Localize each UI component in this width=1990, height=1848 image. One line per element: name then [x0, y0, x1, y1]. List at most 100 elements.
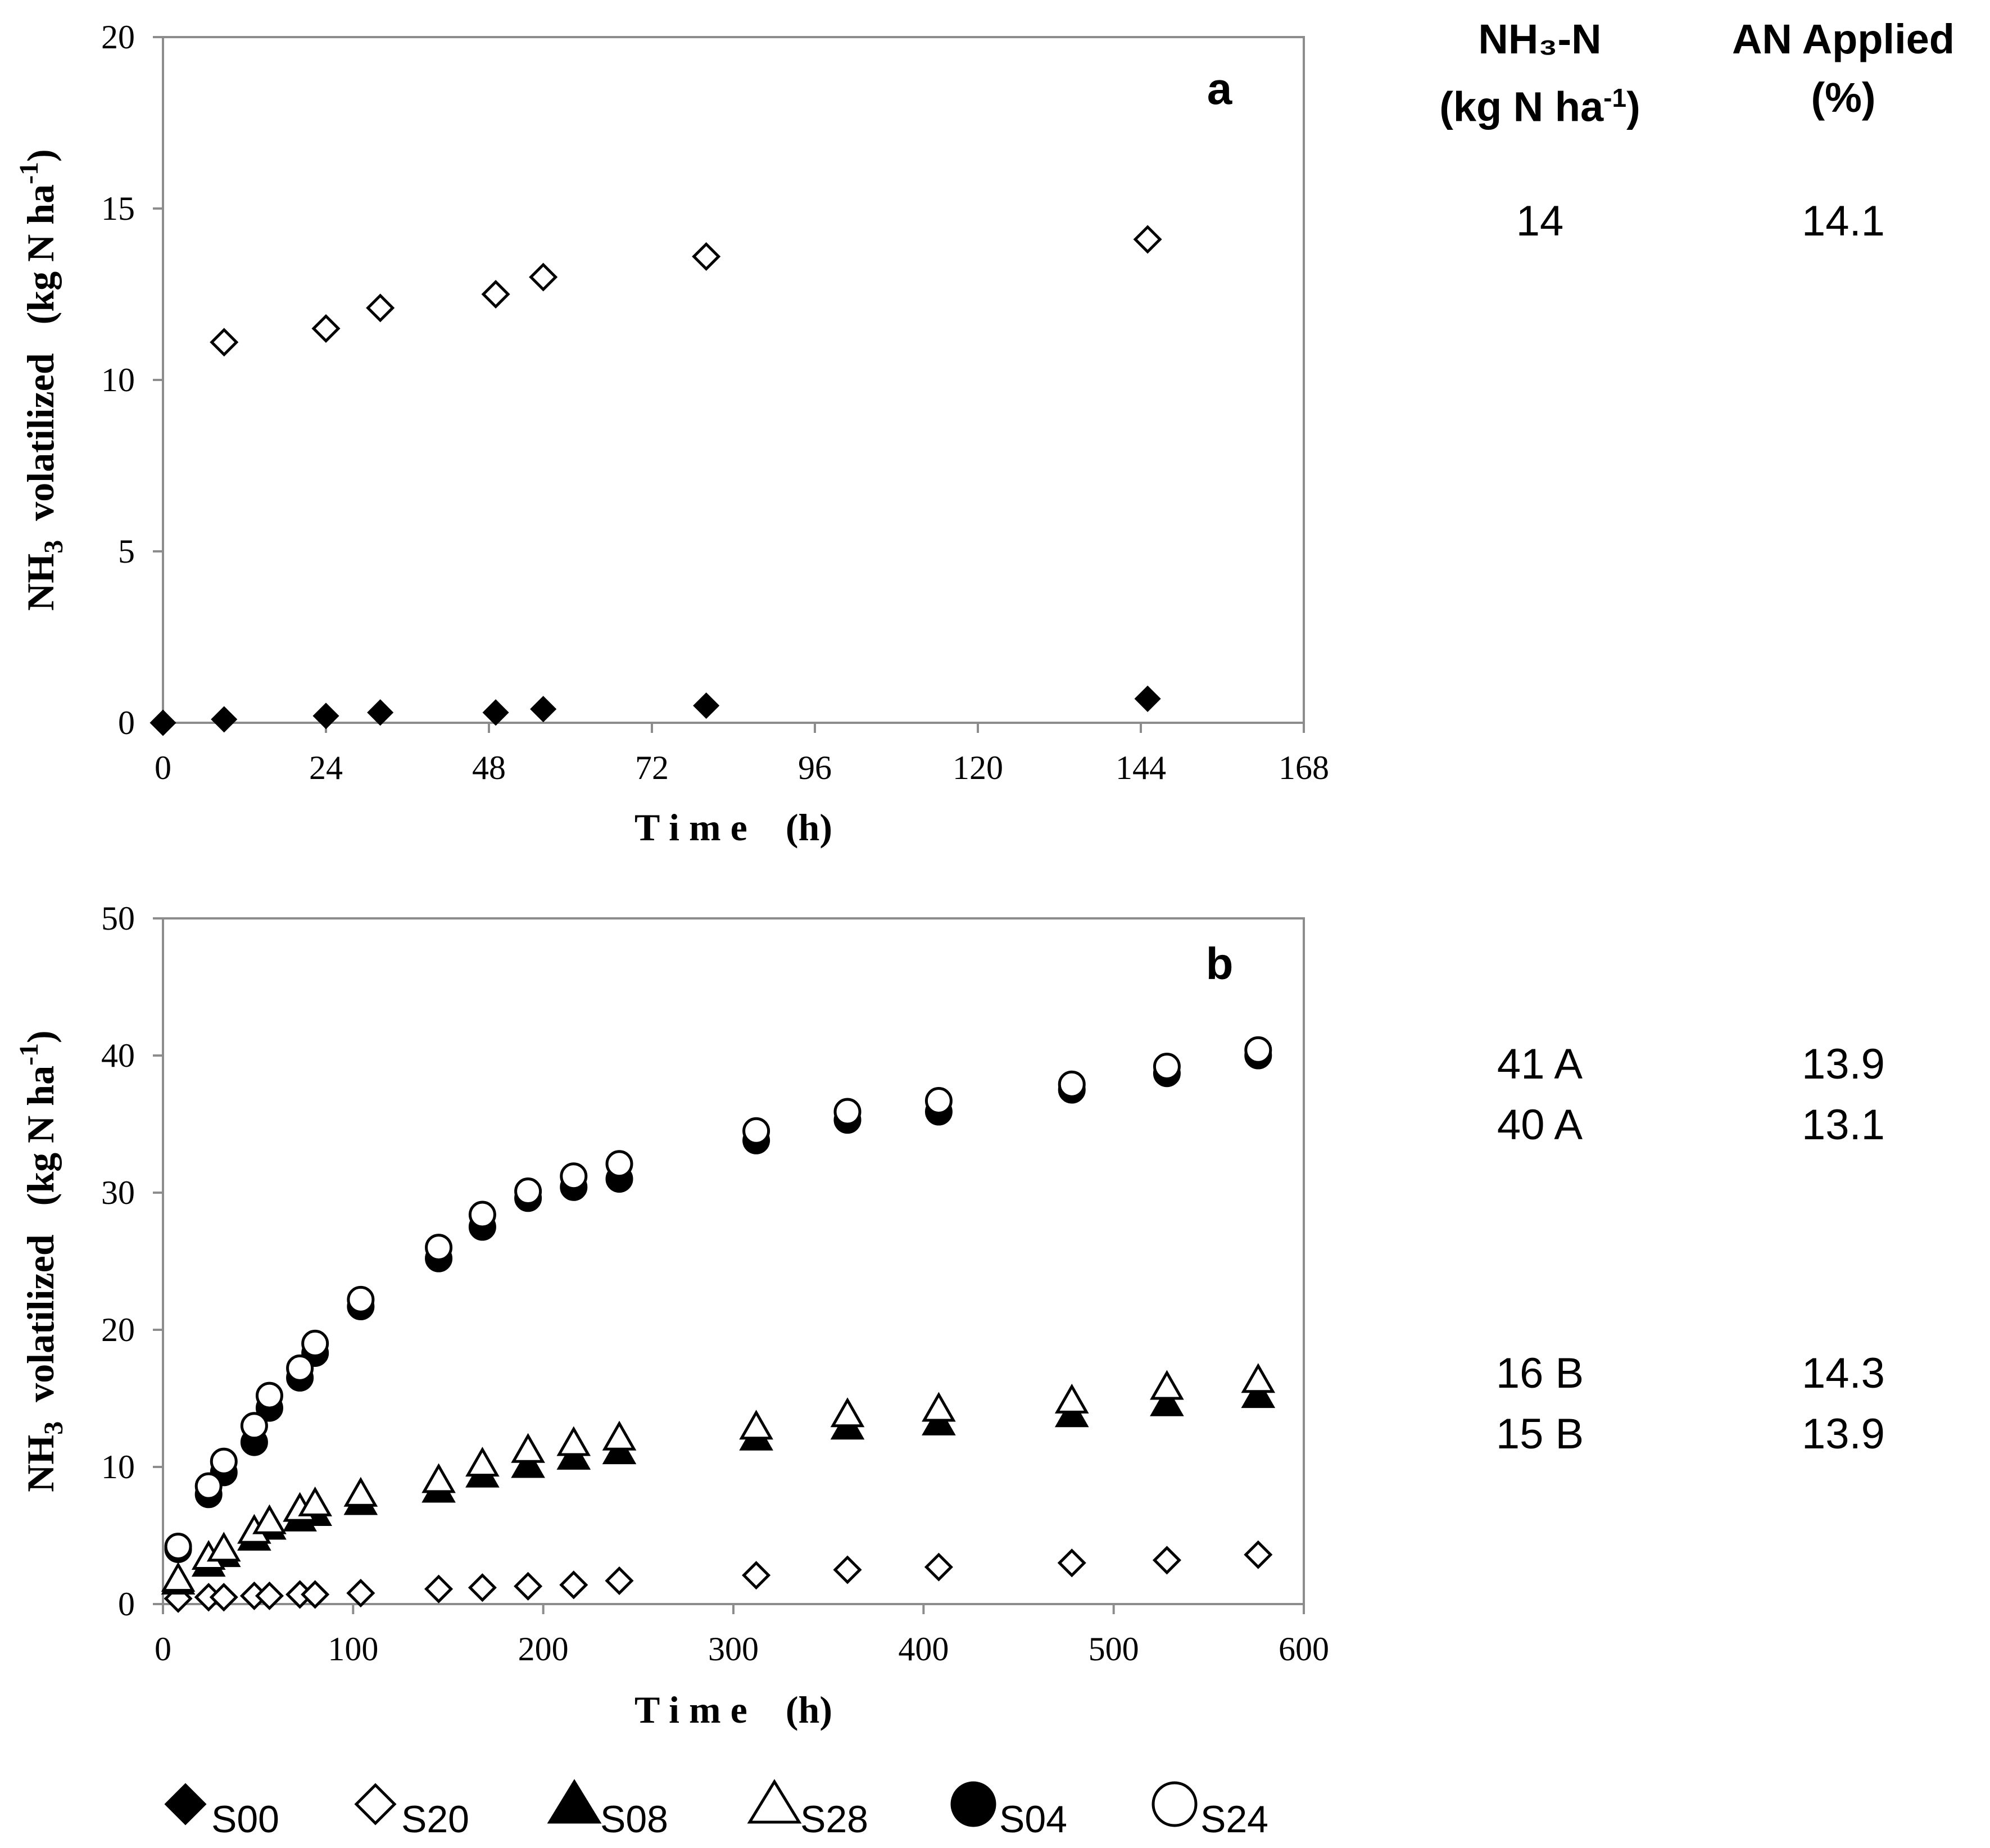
data-point-s08	[511, 1448, 545, 1478]
col2-header-line2: (%)	[1811, 74, 1876, 121]
data-point-s00	[211, 706, 238, 733]
panel-b-row-4-an: 13.9	[1802, 1410, 1885, 1458]
y-axis-title-base: NH	[19, 1435, 62, 1492]
data-point-s20	[346, 1578, 375, 1608]
x-tick-label: 24	[309, 749, 343, 786]
legend-label-s00: S00	[211, 1798, 279, 1841]
data-point-s20	[514, 1571, 543, 1601]
y-tick-label: 50	[101, 900, 135, 937]
y-axis-title-sup: -1	[14, 1043, 44, 1066]
x-axis-title-b: T i m e (h)	[634, 1688, 832, 1731]
legend-marker-s00	[164, 1783, 207, 1826]
y-tick-label: 0	[118, 1586, 135, 1623]
markers-a	[149, 225, 1162, 736]
col1-header-line2: (kg N ha-1)	[1371, 69, 1708, 137]
data-point-s24	[347, 1285, 375, 1313]
data-point-s28	[1241, 1363, 1276, 1393]
data-point-s20	[692, 242, 721, 271]
data-point-s24	[468, 1201, 496, 1229]
data-point-s24	[286, 1354, 314, 1382]
x-tick-label: 300	[708, 1630, 759, 1668]
data-point-s24	[514, 1177, 542, 1206]
data-point-s28	[298, 1486, 332, 1516]
data-point-s28	[421, 1463, 456, 1493]
y-tick-label: 40	[101, 1037, 135, 1074]
y-axis-title-a: NH3 volatilized (kg N ha-1)	[14, 149, 69, 610]
data-point-s24	[605, 1150, 633, 1178]
col1-header-line1: NH₃-N	[1478, 16, 1602, 62]
legend-marker-s24	[1152, 1781, 1198, 1827]
data-point-s24	[301, 1329, 329, 1357]
panel-b-row-4-nh3n: 15 B	[1495, 1410, 1584, 1458]
y-tick-label: 10	[101, 361, 135, 398]
legend-label-s08: S08	[600, 1798, 668, 1841]
data-point-s28	[830, 1397, 865, 1428]
x-tick-label: 144	[1116, 749, 1166, 786]
legend-label-s24: S24	[1200, 1798, 1268, 1841]
data-point-s24	[164, 1533, 192, 1561]
data-point-s28	[556, 1426, 591, 1456]
legend-marker-s20	[354, 1783, 397, 1826]
y-axis-title-mid: volatilized (kg N ha	[19, 184, 62, 540]
data-point-s00	[312, 703, 339, 730]
data-point-s20	[1057, 1548, 1086, 1578]
data-point-s20	[924, 1552, 953, 1582]
panel-b-row-1-an: 13.9	[1802, 1040, 1885, 1088]
data-point-s20	[255, 1581, 284, 1610]
legend-label-s04: S04	[999, 1798, 1067, 1841]
data-point-s28	[1054, 1383, 1089, 1414]
x-tick-label: 200	[518, 1630, 569, 1668]
data-point-s24	[425, 1234, 453, 1262]
data-point-s20	[481, 279, 510, 309]
data-point-s28	[1150, 1370, 1184, 1400]
data-point-s24	[742, 1117, 770, 1145]
data-point-s28	[739, 1410, 773, 1440]
plot-area-a	[162, 36, 1305, 724]
x-tick-label: 0	[155, 1630, 171, 1668]
x-tick-label: 48	[472, 749, 506, 786]
data-point-s00	[367, 699, 394, 726]
data-point-s20	[468, 1573, 497, 1602]
x-tick-label: 600	[1279, 1630, 1329, 1668]
y-tick-label: 20	[101, 19, 135, 56]
data-point-s20	[301, 1580, 330, 1609]
col2-header-line1: AN Applied	[1731, 16, 1955, 62]
data-point-s20	[210, 328, 239, 357]
data-point-s28	[602, 1420, 637, 1451]
legend-marker-s04	[950, 1781, 996, 1827]
data-point-s20	[1244, 1540, 1273, 1569]
y-axis-title-sub: 3	[39, 1421, 69, 1435]
data-point-s20	[833, 1555, 862, 1584]
data-point-s20	[742, 1561, 771, 1590]
data-point-s20	[1152, 1546, 1181, 1575]
y-axis-title-end: )	[19, 1030, 62, 1043]
panel-b-row-1-nh3n: 41 A	[1497, 1040, 1583, 1088]
y-axis-title-base: NH	[19, 554, 62, 611]
legend-marker-s08	[547, 1779, 602, 1824]
y-axis-title-b: NH3 volatilized (kg N ha-1)	[14, 1030, 69, 1492]
data-point-s00	[1134, 685, 1161, 712]
data-point-s28	[343, 1476, 378, 1507]
data-point-s20	[424, 1574, 454, 1604]
x-tick-label: 100	[328, 1630, 378, 1668]
data-point-s24	[194, 1472, 223, 1500]
data-point-s20	[1133, 225, 1162, 254]
data-point-s20	[605, 1566, 634, 1596]
data-point-s24	[833, 1098, 862, 1126]
data-point-s00	[693, 692, 720, 719]
data-point-s24	[1153, 1053, 1181, 1081]
x-tick-label: 0	[155, 749, 171, 786]
col2-header: AN Applied (%)	[1703, 10, 1984, 127]
x-tick-label: 120	[953, 749, 1003, 786]
panel-letter-b: b	[1206, 939, 1234, 989]
y-axis-title-end: )	[19, 149, 62, 162]
data-point-s08	[1150, 1386, 1184, 1416]
data-point-s20	[529, 262, 558, 292]
data-point-s20	[366, 293, 395, 323]
x-tick-label: 400	[898, 1630, 949, 1668]
data-point-s20	[559, 1570, 588, 1600]
y-axis-title-sub: 3	[39, 540, 69, 554]
y-tick-label: 0	[118, 704, 135, 741]
y-tick-label: 20	[101, 1311, 135, 1348]
